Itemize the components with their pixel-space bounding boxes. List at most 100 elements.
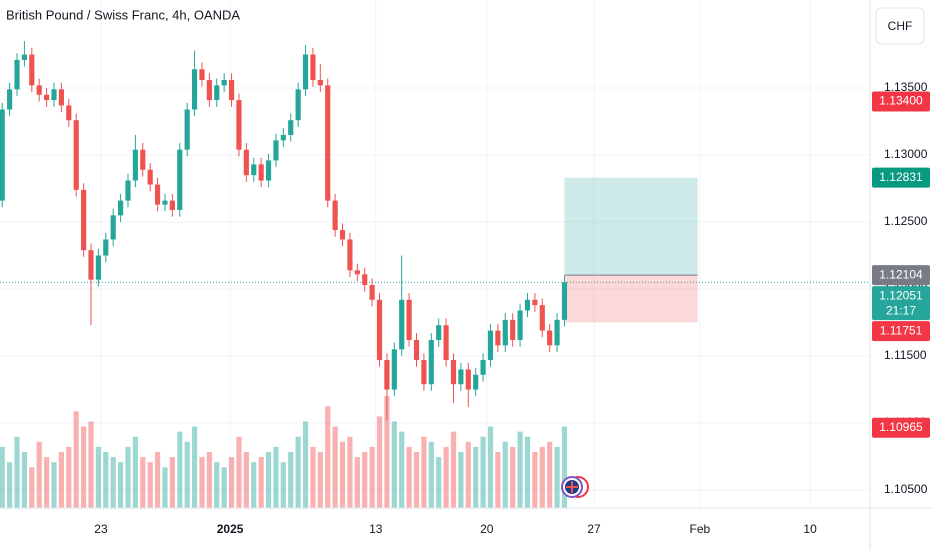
candle-body <box>561 282 568 320</box>
volume-bar <box>14 436 20 508</box>
volume-bar <box>473 446 479 508</box>
candle-body <box>339 230 346 240</box>
candle-body <box>154 184 161 205</box>
volume-bar <box>88 421 94 508</box>
volume-bar <box>177 431 183 508</box>
candle-body <box>302 54 309 90</box>
candle-body <box>228 79 235 101</box>
volume-bar <box>480 436 486 508</box>
volume-bar <box>44 457 50 508</box>
candle-body <box>510 319 516 340</box>
candle-body <box>473 374 479 390</box>
volume-bar <box>132 436 138 508</box>
candle-body <box>103 239 109 256</box>
volume-bar <box>465 441 471 508</box>
volume-bar <box>199 457 205 508</box>
volume-bar <box>81 426 87 508</box>
volume-bar <box>369 446 375 508</box>
candle-body <box>280 134 286 141</box>
price-tag <box>872 265 930 286</box>
candle-body <box>7 89 13 110</box>
price-tag-label: 1.12104 <box>879 267 923 281</box>
volume-bar <box>228 457 235 508</box>
candle-body <box>95 255 101 280</box>
volume-bar <box>214 462 220 508</box>
candle-body <box>376 299 383 361</box>
volume-bar <box>140 457 146 508</box>
candle-body <box>236 100 242 150</box>
y-tick-label: 1.12500 <box>884 214 928 228</box>
volume-bar <box>502 441 508 508</box>
candle-body <box>258 164 264 181</box>
candle-body <box>243 149 249 176</box>
currency-label[interactable]: CHF <box>888 19 913 33</box>
candle-body <box>184 109 190 150</box>
candle-body <box>362 274 368 286</box>
candle-body <box>517 310 523 340</box>
volume-bar <box>117 462 124 508</box>
candle-body <box>110 215 116 240</box>
candle-body <box>73 120 79 190</box>
candle-body <box>399 299 405 350</box>
volume-bar <box>0 446 5 508</box>
candle-body <box>162 200 168 205</box>
candle-body <box>288 120 294 135</box>
volume-bar <box>450 431 457 508</box>
candle-body <box>221 79 227 86</box>
candle-body <box>502 319 508 346</box>
price-tag-label: 1.13400 <box>879 94 923 108</box>
volume-bar <box>251 462 257 508</box>
volume-bar <box>317 452 323 508</box>
candle-body <box>384 360 390 390</box>
currency-button[interactable] <box>875 7 925 45</box>
symbol-icons <box>561 476 589 498</box>
candle-body <box>66 105 72 121</box>
candle-body <box>332 200 338 231</box>
candle-body <box>81 189 87 251</box>
candle-body <box>214 85 220 101</box>
candle-body <box>132 149 138 181</box>
candle-body <box>21 54 28 60</box>
volume-bar <box>495 452 501 508</box>
volume-bar <box>110 457 116 508</box>
candle-body <box>251 164 257 176</box>
candle-body <box>125 180 131 201</box>
volume-bar <box>147 462 153 508</box>
candle-body <box>428 339 434 385</box>
x-tick-label: 23 <box>94 522 108 536</box>
volume-bar <box>288 452 294 508</box>
position-layer <box>564 177 698 323</box>
price-tag <box>872 417 930 438</box>
volume-bar <box>325 406 331 508</box>
candle-body <box>36 85 42 95</box>
volume-bar <box>443 446 449 508</box>
candle-body <box>88 250 94 280</box>
loss-zone <box>564 275 698 323</box>
profit-zone <box>564 177 698 276</box>
volume-bar <box>310 446 316 508</box>
x-tick-label: 2025 <box>217 522 244 536</box>
candle-body <box>169 200 175 210</box>
volume-bar <box>517 431 523 508</box>
price-tag-label: 1.10965 <box>879 420 923 434</box>
volume-layer <box>0 396 568 508</box>
x-tick-label: Feb <box>690 522 711 536</box>
volume-bar <box>554 446 560 508</box>
volume-bar <box>206 452 212 508</box>
volume-bar <box>458 452 464 508</box>
countdown-label: 21:17 <box>886 303 916 317</box>
volume-bar <box>428 441 434 508</box>
candle-body <box>458 369 464 385</box>
volume-bar <box>191 426 198 508</box>
volume-bar <box>36 441 42 508</box>
candle-body <box>317 79 323 86</box>
candle-body <box>14 59 20 90</box>
volume-bar <box>406 446 412 508</box>
y-tick-label: 1.11500 <box>884 348 927 362</box>
volume-bar <box>243 452 249 508</box>
volume-bar <box>169 457 175 508</box>
volume-bar <box>391 421 397 508</box>
candle-body <box>406 299 412 340</box>
